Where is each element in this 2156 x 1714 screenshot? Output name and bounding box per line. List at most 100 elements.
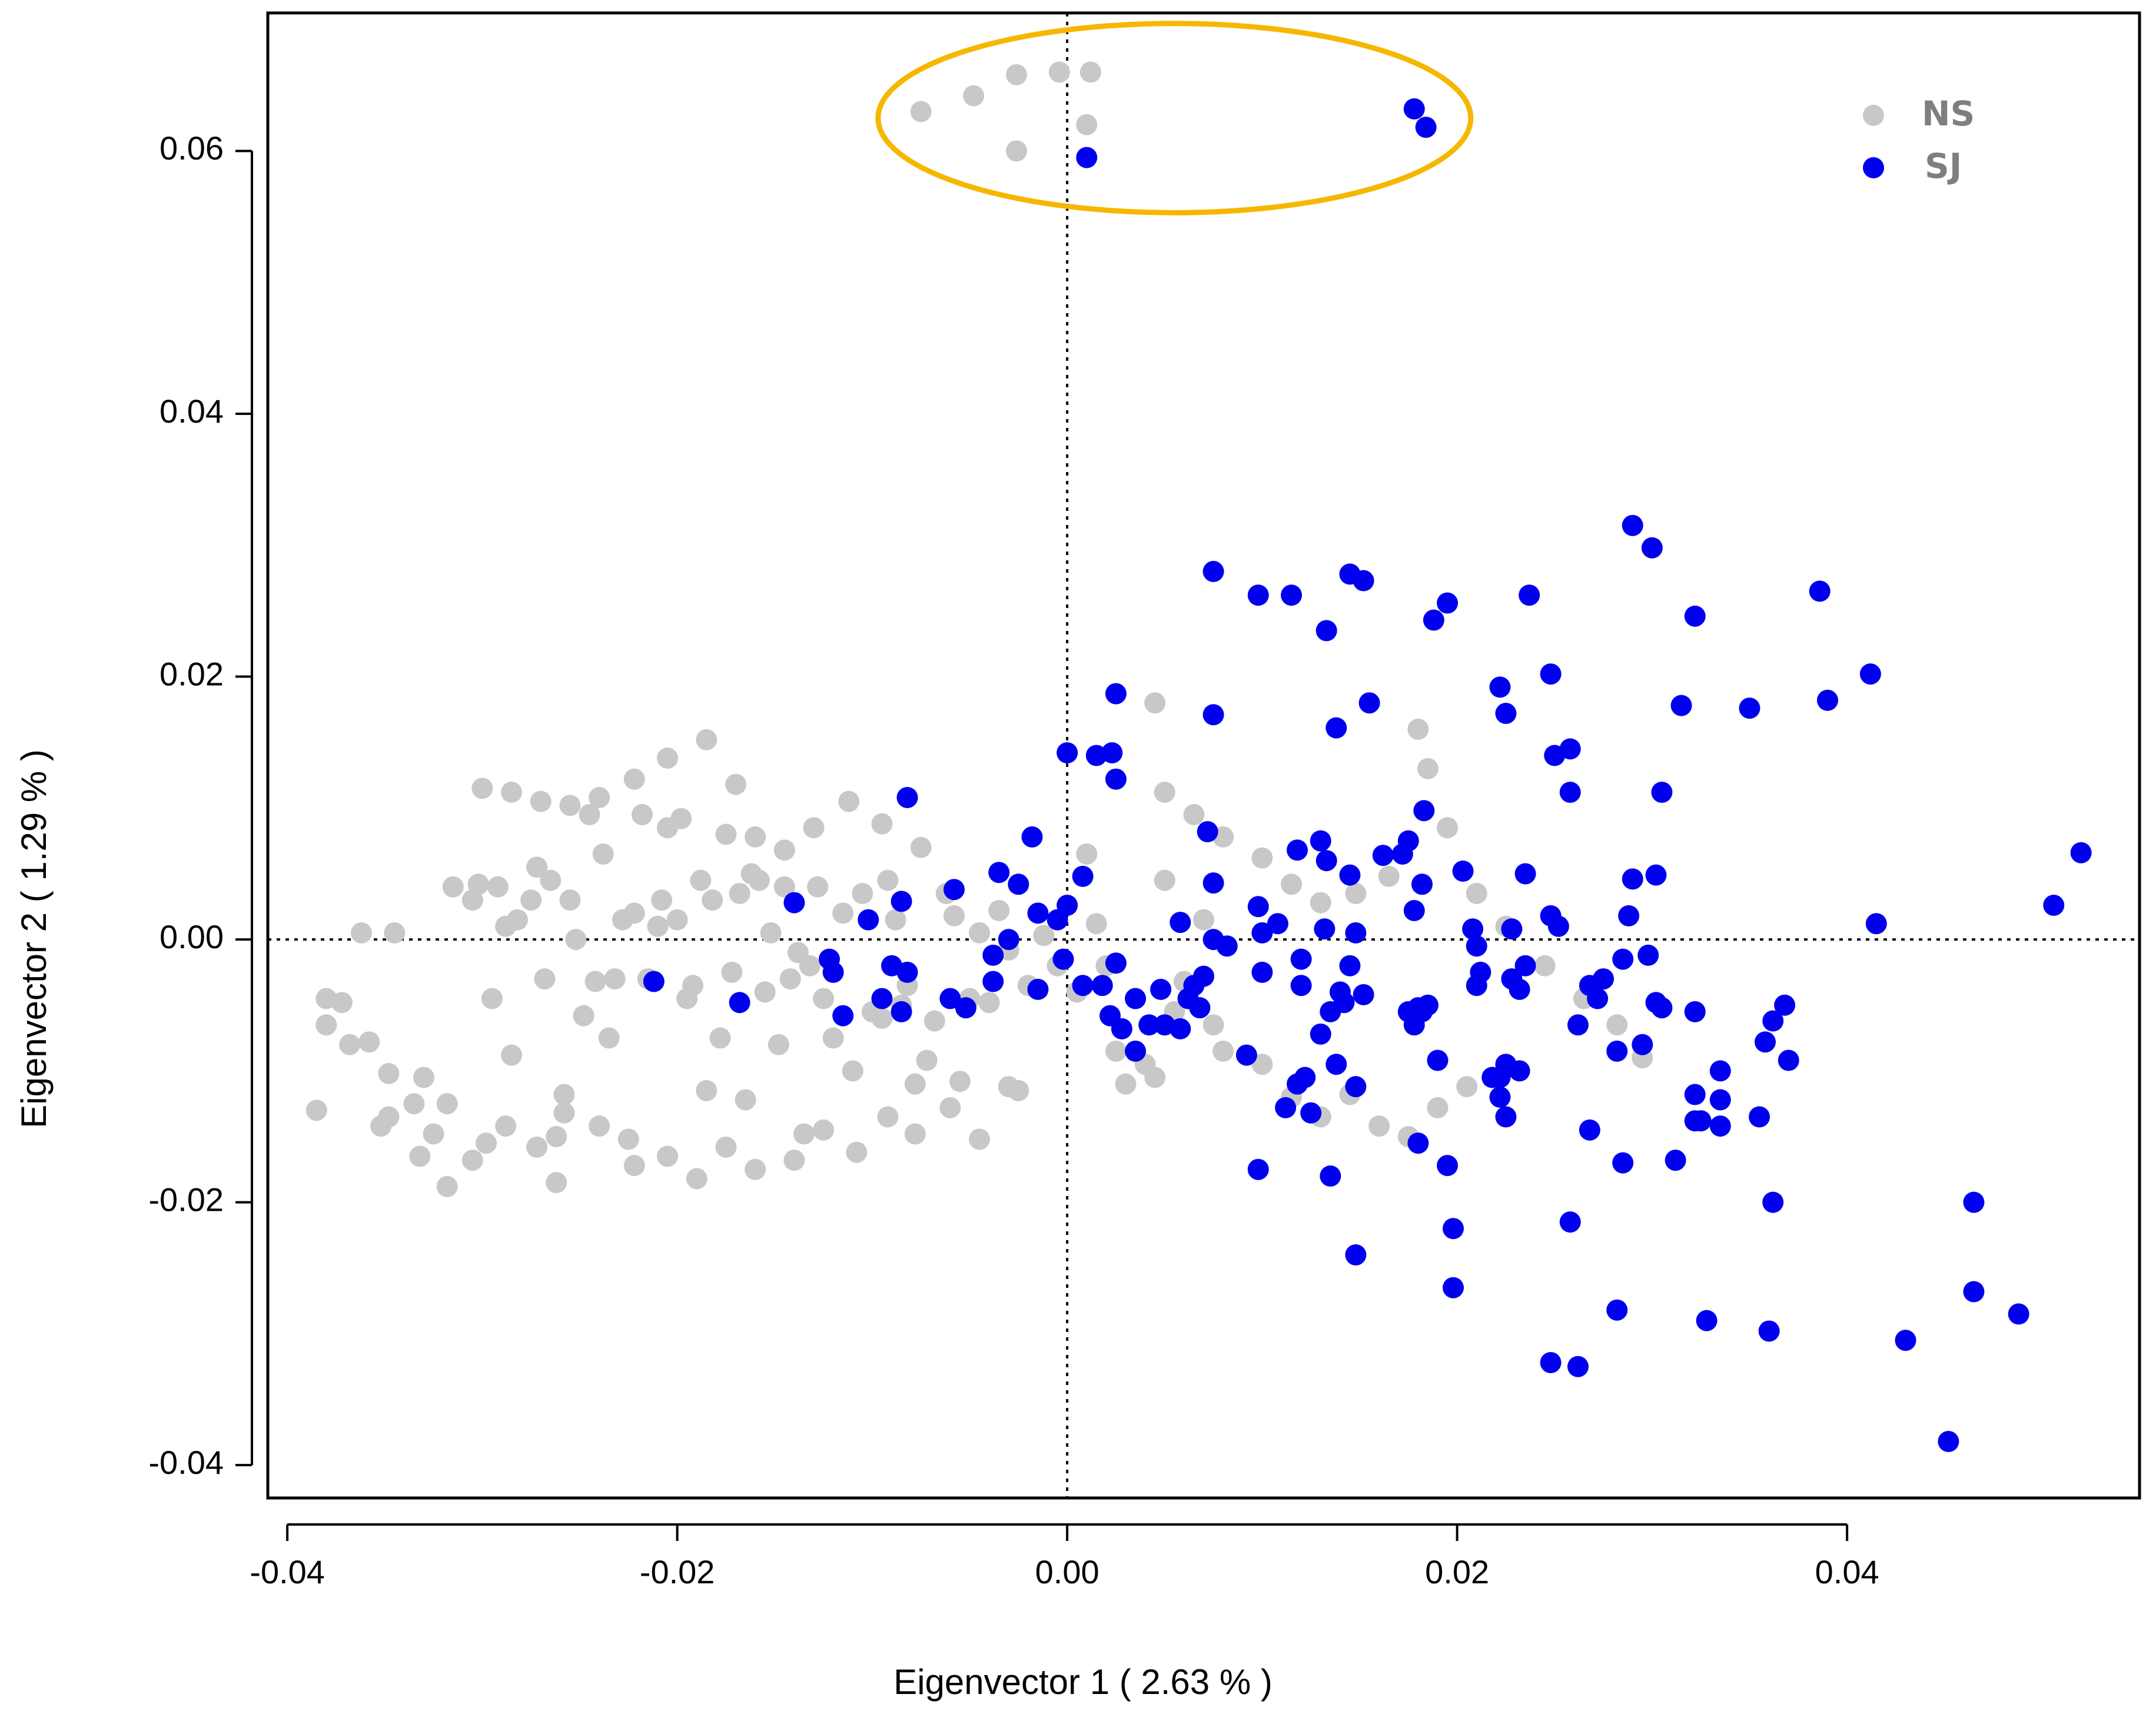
point-ns [1606,1014,1628,1036]
point-sj [871,988,893,1009]
point-ns [963,85,985,107]
point-ns [1048,61,1070,83]
point-sj [1101,742,1123,764]
point-sj [1612,1152,1634,1174]
y-tick-label: 0.06 [160,129,224,167]
point-sj [832,1005,854,1027]
point-sj [1314,918,1336,940]
point-sj [1413,800,1435,822]
point-sj [1326,1054,1347,1075]
point-ns [1456,1076,1478,1098]
point-ns [1534,955,1556,976]
point-ns [598,1027,620,1049]
point-sj [1618,905,1640,926]
point-sj [1427,1049,1449,1071]
point-sj [1559,1211,1581,1233]
x-tick-label: 0.04 [1815,1553,1879,1590]
point-sj [1353,570,1374,592]
point-ns [969,922,991,944]
point-sj [1938,1430,1959,1452]
point-sj [1202,872,1224,894]
point-sj [1817,689,1838,711]
point-ns [1006,64,1027,85]
point-ns [403,1093,425,1115]
point-sj [1489,676,1511,698]
point-ns [686,1168,707,1190]
legend-marker-sj [1863,157,1884,178]
point-ns [559,795,581,816]
legend-label-ns: NS [1922,94,1975,134]
point-sj [1154,1014,1175,1036]
point-ns [436,1093,458,1115]
point-ns [877,1106,899,1128]
point-sj [1310,830,1331,852]
point-ns [690,869,712,891]
point-ns [378,1106,400,1128]
point-ns [725,773,746,795]
point-ns [623,768,645,790]
point-ns [813,1119,835,1141]
point-sj [1320,1165,1341,1187]
point-ns [647,915,669,937]
point-ns [526,856,548,878]
point-ns [1144,692,1166,714]
x-axis: -0.04 -0.02 0.00 0.02 0.04 [250,1523,1879,1590]
point-sj [1632,1034,1653,1055]
y-tick-label: 0.00 [160,918,224,955]
point-sj [1345,922,1367,944]
point-sj [1091,975,1113,996]
point-sj [1495,703,1517,725]
point-ns [442,876,464,898]
point-sj [1411,873,1433,895]
point-ns [507,909,528,931]
point-sj [1593,968,1614,990]
point-sj [1684,1084,1706,1105]
y-tick-label: 0.04 [160,393,224,430]
point-sj [1407,1132,1429,1154]
point-sj [1495,1106,1517,1128]
point-sj [1072,975,1094,996]
point-ns [495,1115,517,1137]
point-sj [1105,768,1127,790]
point-ns [623,902,645,924]
point-sj [1709,1115,1731,1137]
point-sj [881,955,902,976]
point-sj [1138,1014,1160,1036]
point-ns [1251,1054,1273,1075]
legend: NS SJ [1863,94,1975,186]
point-sj [1247,896,1269,918]
point-sj [1027,978,1049,1000]
point-ns [481,988,503,1009]
point-sj [783,892,805,914]
point-ns [657,747,679,769]
point-sj [1622,514,1643,536]
point-sj [1645,864,1667,886]
point-sj [1762,1010,1784,1032]
point-ns [657,1145,679,1167]
point-ns [501,782,523,803]
point-sj [1076,147,1098,168]
point-ns [530,790,552,812]
reference-lines [268,13,2140,1498]
point-sj [1749,1106,1770,1128]
point-sj [1466,935,1487,957]
point-sj [1774,994,1796,1016]
point-ns [471,778,493,799]
point-sj [1111,1018,1132,1039]
point-sj [2008,1303,2029,1325]
point-sj [1189,997,1211,1019]
point-sj [1696,1310,1718,1331]
point-ns [584,971,606,992]
point-sj [1437,592,1459,614]
point-ns [546,1172,567,1194]
point-ns [735,1089,756,1111]
point-sj [1778,1049,1799,1071]
point-sj [1622,868,1643,890]
point-sj [1353,984,1374,1005]
point-ns [783,1150,805,1171]
y-axis: -0.04 -0.02 0.00 0.02 0.04 0.06 [148,129,253,1481]
point-sj [1489,1087,1511,1108]
point-sj [1247,584,1269,606]
point-ns [1085,913,1107,935]
